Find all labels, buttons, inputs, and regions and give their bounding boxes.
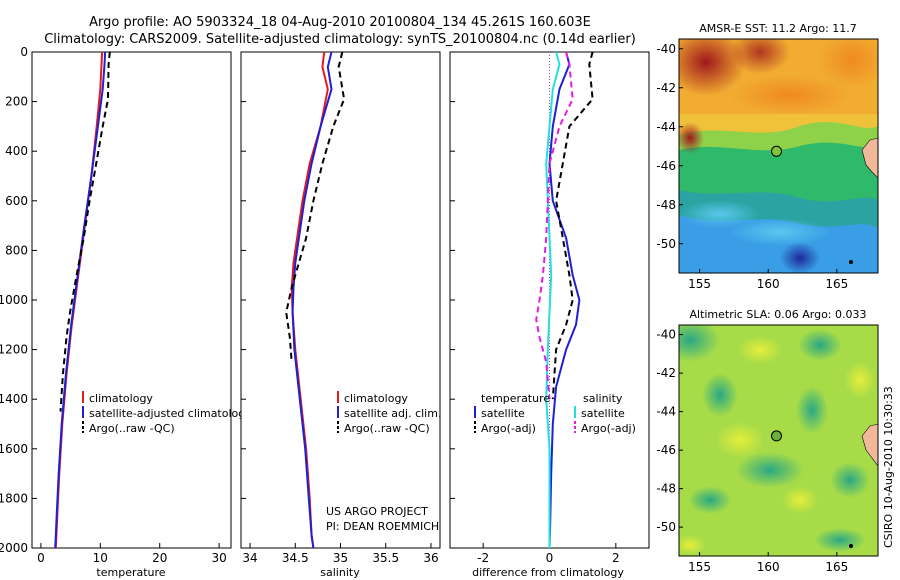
depth-tick-label: 1200 [0,343,28,357]
sst-lat-tick-label: -44 [656,120,676,134]
csiro-timestamp: CSIRO 10-Aug-2010 10:30:33 [882,386,895,548]
sla-heatmap [679,325,878,556]
sla-lat-tick-label: -50 [656,520,676,534]
depth-tick-label: 400 [5,144,28,158]
difference-panel: -2 0 2 difference from climatology tempera… [449,51,650,579]
depth-tick-label: 800 [5,243,28,257]
temperature-lines [54,51,111,549]
legend-label-sal-argo: Argo(-adj) [581,422,636,435]
argo-position-marker-sla [771,430,782,442]
sla-lat-tick-label: -40 [656,328,676,342]
difference-series-3 [535,51,574,400]
depth-tick-label: 600 [5,194,28,208]
depth-tick-label: 1600 [0,442,28,456]
legend-label-satellite-adj: satellite adj. clim. [344,407,441,420]
annotation-pi: PI: DEAN ROEMMICH [326,520,439,533]
sst-lon-tick-label: 155 [688,277,711,291]
sst-map-panel: AMSR-E SST: 11.2 Argo: 11.7 155 160 165 -40… [656,22,879,291]
sla-map-panel: Altimetric SLA: 0.06 Argo: 0.033 155 160 1… [656,308,879,574]
difference-ticks: -2 0 2 [450,51,620,565]
temperature-xtick-label: 30 [211,551,226,565]
annotation-project: US ARGO PROJECT [326,505,428,518]
difference-xtick-label: 0 [546,551,554,565]
difference-series-0 [548,51,581,549]
salinity-plot-frame [240,51,441,549]
sst-lat-tick-label: -40 [656,42,676,56]
legend-label-climatology: climatology [344,392,408,405]
legend-title-salinity: salinity [583,392,623,405]
temperature-xlabel: temperature [96,566,165,579]
difference-series-2 [545,51,561,548]
salinity-xlabel: salinity [320,566,360,579]
sst-lat-tick-label: -50 [656,237,676,251]
legend-label-satellite-adjusted: satellite-adjusted climatology [89,407,252,420]
salinity-xtick-label: 34.5 [282,551,309,565]
depth-tick-label: 200 [5,95,28,109]
sst-map-frame [678,38,879,274]
temperature-panel: 0 10 20 30 0 200 400 600 800 1000 1200 1400 1600 1800… [0,45,252,579]
sst-map-title: AMSR-E SST: 11.2 Argo: 11.7 [699,22,857,35]
sst-lon-tick-label: 165 [825,277,848,291]
argo-position-marker-sst [771,145,782,157]
difference-xtick-label: -2 [477,551,489,565]
depth-tick-label: 1400 [0,392,28,406]
sla-lat-tick-label: -46 [656,443,676,457]
salinity-ticks: 34 34.5 35 35.5 36 [241,51,439,565]
sst-lat-tick-label: -48 [656,198,676,212]
sla-map-ticks: 155 160 165 -40 -42 -44 -46 -48 -50 [656,328,848,574]
header-line-1: Argo profile: AO 5903324_18 04-Aug-2010 … [89,15,591,30]
sla-map-frame [678,324,879,557]
depth-tick-label: 1800 [0,491,28,505]
depth-tick-label: 1000 [0,293,28,307]
temperature-xtick-label: 0 [37,551,45,565]
difference-series-1 [551,51,594,400]
salinity-xtick-label: 36 [423,551,438,565]
header-line-2: Climatology: CARS2009. Satellite-adjuste… [44,32,636,47]
temperature-series-2 [59,51,111,412]
sla-lat-tick-label: -44 [656,405,676,419]
temperature-ticks: 0 10 20 30 0 200 400 600 800 1000 1200 1400 1600 1800… [0,45,227,565]
sla-lat-tick-label: -42 [656,366,676,380]
sst-map-ticks: 155 160 165 -40 -42 -44 -46 -48 -50 [656,42,848,291]
legend-label-argo: Argo(..raw -QC) [89,422,175,435]
sla-lon-tick-label: 155 [688,560,711,574]
sst-lon-tick-label: 160 [757,277,780,291]
salinity-legend: climatology satellite adj. clim. Argo(..… [337,391,441,435]
temperature-series-1 [54,51,107,549]
difference-xlabel: difference from climatology [472,566,624,579]
legend-label-temp-argo: Argo(-adj) [481,422,536,435]
difference-xtick-label: 2 [612,551,620,565]
sla-lon-tick-label: 165 [825,560,848,574]
legend-label-climatology: climatology [89,392,153,405]
legend-title-temperature: temperature [481,392,550,405]
depth-tick-label: 0 [20,45,28,59]
sla-lat-tick-label: -48 [656,482,676,496]
temperature-plot-frame [31,51,232,549]
sst-lat-tick-label: -46 [656,159,676,173]
salinity-xtick-label: 34 [242,551,257,565]
legend-label-temp-satellite: satellite [481,407,525,420]
temperature-xtick-label: 10 [93,551,108,565]
sla-lon-tick-label: 160 [757,560,780,574]
sst-lat-tick-label: -42 [656,81,676,95]
salinity-lines [285,51,346,549]
salinity-xtick-label: 35 [333,551,348,565]
salinity-series-2 [285,51,346,363]
difference-legend: temperature salinity satellite Argo(-adj… [474,392,636,435]
salinity-panel: 34 34.5 35 35.5 36 salinity climatology sate… [240,51,441,579]
sla-map-title: Altimetric SLA: 0.06 Argo: 0.033 [689,308,866,321]
temperature-legend: climatology satellite-adjusted climatolo… [82,391,252,435]
salinity-xtick-label: 35.5 [372,551,399,565]
difference-lines [535,51,594,549]
legend-label-sal-satellite: satellite [581,407,625,420]
legend-label-argo: Argo(..raw -QC) [344,422,430,435]
sst-heatmap [679,39,878,273]
temperature-xtick-label: 20 [152,551,167,565]
depth-tick-label: 2000 [0,541,28,555]
